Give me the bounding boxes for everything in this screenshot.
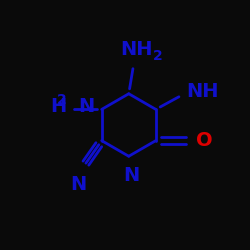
Text: 2: 2 <box>152 48 162 62</box>
Text: O: O <box>196 131 212 150</box>
Text: NH: NH <box>186 82 218 101</box>
Text: N: N <box>123 166 140 185</box>
Text: N: N <box>70 175 86 194</box>
Text: NH: NH <box>120 40 152 59</box>
Text: 2: 2 <box>57 93 67 107</box>
Text: H: H <box>50 97 67 116</box>
Text: N: N <box>78 97 94 116</box>
